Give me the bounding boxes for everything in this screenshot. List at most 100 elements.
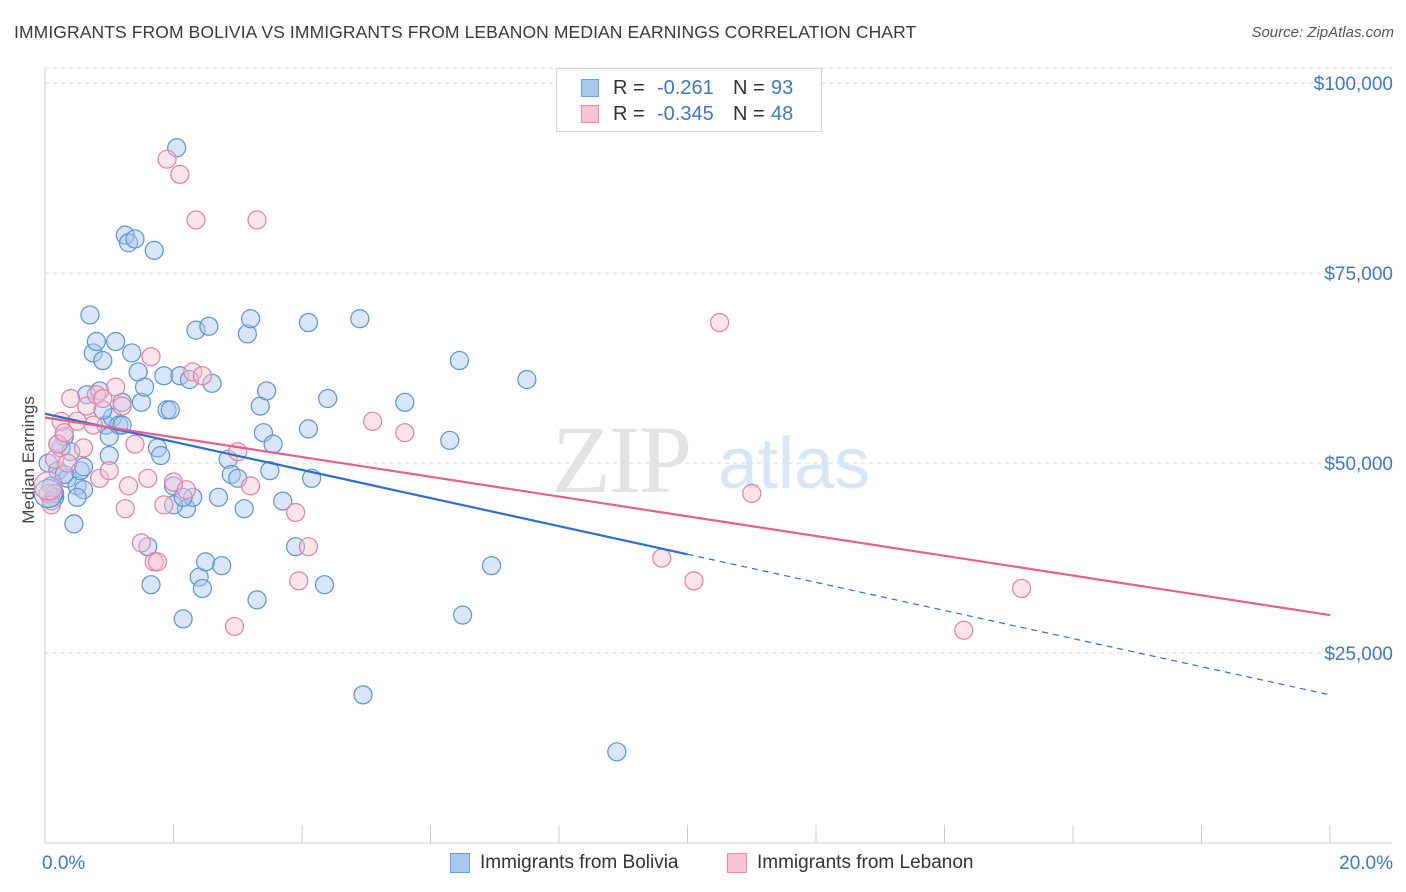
bolivia-point	[86, 331, 107, 352]
bolivia-point	[298, 419, 319, 439]
tick-labels: $25,000 $50,000 $75,000 $100,000 0.0% 20.0%	[42, 74, 1393, 874]
lebanon-point	[183, 362, 203, 382]
bolivia-point	[517, 369, 537, 390]
grid	[45, 67, 1392, 654]
lebanon-point	[684, 571, 704, 591]
bolivia-point	[67, 487, 87, 507]
bolivia-point	[212, 556, 232, 576]
lebanon-point	[285, 502, 306, 523]
bolivia-point	[170, 366, 190, 386]
y-axis-label: Median Earnings	[19, 396, 38, 524]
lebanon-trend-line	[44, 416, 1331, 617]
bolivia-point	[318, 388, 338, 409]
bolivia-point	[440, 430, 460, 450]
lebanon-point	[395, 423, 415, 443]
bolivia-point	[350, 309, 370, 329]
legend-r-label: R =	[613, 102, 645, 125]
lebanon-point	[241, 476, 261, 496]
bottom-legend-swatch-bolivia	[450, 853, 470, 873]
lebanon-point	[38, 483, 58, 504]
bolivia-point	[134, 377, 155, 397]
lebanon-point	[90, 468, 110, 488]
bolivia-point	[247, 590, 267, 610]
y-tick-label: $75,000	[1324, 264, 1393, 285]
legend-n-label: N =	[733, 76, 765, 99]
bolivia-point	[241, 309, 261, 329]
bolivia-point	[176, 499, 196, 519]
lebanon-point	[118, 476, 139, 496]
bolivia-point	[73, 480, 94, 500]
y-tick-label: $100,000	[1314, 74, 1393, 95]
lebanon-point	[115, 499, 135, 519]
correlation-legend: R = -0.261 N = 93 R = -0.345 N = 48	[556, 68, 822, 132]
watermark-atlas: atlas	[718, 424, 870, 504]
bolivia-point	[186, 320, 206, 340]
lebanon-point	[247, 210, 267, 230]
legend-swatch-lebanon	[581, 105, 599, 123]
bottom-legend-lebanon: Immigrants from Lebanon	[727, 852, 974, 874]
bolivia-point	[144, 240, 164, 260]
lebanon-point	[289, 571, 309, 591]
bolivia-point	[260, 461, 280, 481]
legend-n-value: 48	[771, 102, 794, 125]
legend-r-label: R =	[613, 76, 645, 99]
lebanon-point	[224, 616, 245, 637]
watermark: ZIP atlas	[552, 406, 870, 513]
lebanon-point	[138, 468, 158, 488]
lebanon-point	[298, 537, 319, 557]
lebanon-point	[170, 164, 190, 184]
bolivia-point	[208, 487, 229, 507]
bottom-legend-swatch-lebanon	[727, 853, 747, 873]
bolivia-point	[395, 392, 415, 412]
lebanon-point	[176, 480, 196, 500]
bolivia-point	[173, 609, 193, 629]
lebanon-point	[106, 377, 126, 397]
bolivia-point	[45, 483, 65, 504]
lebanon-point	[154, 495, 174, 515]
legend-r-value: -0.261	[657, 76, 714, 99]
bolivia-point	[77, 385, 97, 405]
bolivia-point	[257, 381, 277, 401]
bolivia-point	[163, 495, 184, 515]
bottom-legend-label-lebanon: Immigrants from Lebanon	[757, 852, 974, 873]
lebanon-point	[45, 449, 65, 469]
series-bolivia	[38, 138, 627, 762]
bolivia-point	[234, 499, 254, 519]
lebanon-point	[1011, 578, 1032, 599]
bolivia-point	[125, 229, 145, 249]
legend-n-label: N =	[733, 102, 765, 125]
legend-row-lebanon: R = -0.345 N = 48	[581, 102, 793, 126]
lebanon-point	[61, 388, 81, 409]
bottom-legend-bolivia: Immigrants from Bolivia	[450, 852, 679, 874]
lebanon-point	[125, 434, 145, 454]
y-tick-label: $25,000	[1324, 644, 1393, 665]
bolivia-point	[160, 400, 180, 420]
bolivia-point	[196, 552, 216, 572]
x-tick-label: 0.0%	[42, 853, 85, 874]
lebanon-point	[147, 552, 168, 572]
lebanon-point	[742, 483, 762, 504]
bolivia-point	[80, 305, 100, 325]
lebanon-point	[186, 210, 206, 230]
bolivia-point	[453, 605, 473, 625]
trend-lines	[44, 412, 1331, 696]
bolivia-point	[106, 331, 126, 352]
data-points	[33, 138, 1032, 762]
lebanon-point	[57, 453, 78, 473]
lebanon-point	[652, 548, 672, 568]
bolivia-point	[73, 457, 94, 477]
bolivia-point	[151, 445, 171, 466]
lebanon-point	[99, 461, 119, 481]
legend-n-value: 93	[771, 76, 794, 99]
watermark-zip: ZIP	[552, 406, 690, 513]
bolivia-point	[202, 373, 222, 393]
bolivia-point	[122, 343, 142, 363]
bottom-legend-label-bolivia: Immigrants from Bolivia	[480, 852, 679, 873]
bolivia-point	[154, 366, 174, 386]
bolivia-trend-extension	[687, 553, 1331, 696]
lebanon-point	[112, 396, 132, 416]
bolivia-point	[183, 487, 203, 507]
bolivia-point	[199, 316, 219, 336]
source-label: Source: ZipAtlas.com	[1251, 24, 1394, 41]
